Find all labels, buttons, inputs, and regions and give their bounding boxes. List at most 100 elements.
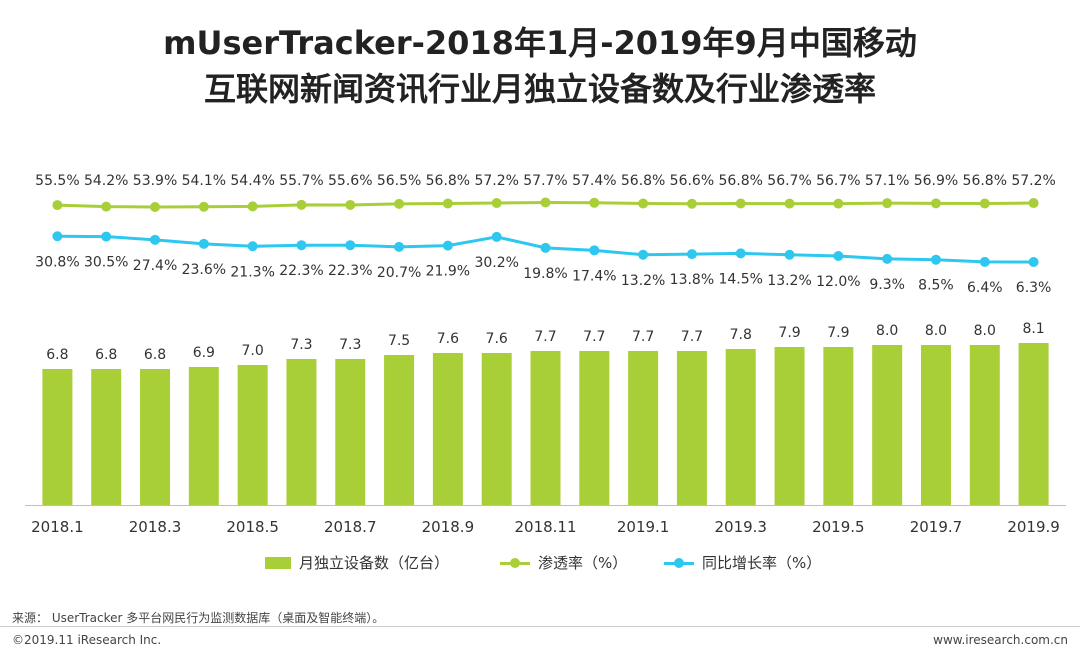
bar-2019.7 [920, 345, 951, 505]
bar-2018.7 [335, 359, 366, 505]
penetration-label-2018.10: 57.2% [474, 173, 518, 189]
x-tick-2018.9: 2018.9 [422, 518, 475, 536]
chart-title-line2: 互联网新闻资讯行业月独立设备数及行业渗透率 [203, 70, 876, 108]
penetration-label-2019.3: 56.8% [718, 173, 762, 189]
bar-label-2018.9: 7.6 [437, 331, 459, 347]
penetration-label-2018.12: 57.4% [572, 173, 616, 189]
growth-label-2019.6: 9.3% [869, 277, 905, 293]
growth-label-2018.11: 19.8% [523, 266, 567, 282]
penetration-point-2018.5 [247, 201, 258, 212]
x-tick-2019.5: 2019.5 [812, 518, 865, 536]
penetration-label-2019.6: 57.1% [865, 173, 909, 189]
penetration-label-2018.1: 55.5% [35, 173, 79, 189]
growth-point-2019.1 [638, 249, 649, 260]
growth-point-2019.2 [686, 249, 697, 260]
growth-label-2018.7: 22.3% [328, 263, 372, 279]
penetration-point-2018.6 [296, 199, 307, 210]
bar-label-2019.9: 8.1 [1022, 321, 1044, 337]
bar-label-2018.3: 6.8 [144, 347, 166, 363]
growth-label-2018.1: 30.8% [35, 254, 79, 270]
growth-point-2018.9 [442, 240, 453, 251]
bar-2019.4 [774, 347, 805, 505]
growth-label-2019.3: 14.5% [718, 271, 762, 287]
penetration-point-2018.2 [101, 201, 112, 212]
growth-point-2019.7 [930, 254, 941, 265]
bar-label-2018.2: 6.8 [95, 347, 117, 363]
growth-point-2018.2 [101, 231, 112, 242]
growth-point-2018.11 [540, 242, 551, 253]
penetration-point-2018.7 [345, 199, 356, 210]
x-tick-2019.1: 2019.1 [617, 518, 670, 536]
growth-label-2019.1: 13.2% [621, 273, 665, 289]
growth-label-2019.8: 6.4% [967, 280, 1003, 296]
penetration-label-2018.11: 57.7% [523, 173, 567, 189]
penetration-label-2019.5: 56.7% [816, 173, 860, 189]
growth-label-2018.3: 27.4% [133, 258, 177, 274]
source-note: 来源： UserTracker 多平台网民行为监测数据库（桌面及智能终端）。 [12, 611, 385, 625]
bar-2018.11 [530, 351, 561, 505]
bar-2018.10 [481, 353, 512, 505]
legend-penetration-swatch [500, 557, 530, 569]
bar-label-2018.12: 7.7 [583, 329, 605, 345]
bar-2018.5 [237, 365, 268, 505]
legend-item-devices: 月独立设备数（亿台） [265, 552, 449, 573]
bar-label-2019.8: 8.0 [974, 323, 996, 339]
bar-series [42, 343, 1049, 505]
growth-label-2018.10: 30.2% [474, 255, 518, 271]
bar-label-2019.7: 8.0 [925, 323, 947, 339]
penetration-label-2018.8: 56.5% [377, 173, 421, 189]
bar-label-2019.6: 8.0 [876, 323, 898, 339]
chart-title-line1: mUserTracker-2018年1月-2019年9月中国移动 [163, 24, 917, 62]
bar-label-2018.11: 7.7 [534, 329, 556, 345]
growth-point-2019.9 [1028, 257, 1039, 267]
growth-point-2019.4 [784, 249, 795, 260]
penetration-label-2018.3: 53.9% [133, 173, 177, 189]
penetration-point-2019.3 [735, 198, 746, 209]
bar-label-2018.1: 6.8 [46, 347, 68, 363]
combo-chart: 6.8 6.8 6.8 6.9 7.0 7.3 7.3 7.5 7.6 7.6 7.7 7.7 7.7 7… [25, 173, 1066, 536]
x-tick-2019.3: 2019.3 [714, 518, 767, 536]
penetration-point-2018.8 [394, 198, 405, 209]
legend: 月独立设备数（亿台） 渗透率（%） 同比增长率（%） [0, 552, 1080, 580]
bar-2018.9 [432, 353, 463, 505]
penetration-point-2019.1 [638, 198, 649, 209]
penetration-label-2019.4: 56.7% [767, 173, 811, 189]
growth-label-2018.12: 17.4% [572, 268, 616, 284]
penetration-point-2019.8 [979, 198, 990, 209]
growth-point-2018.1 [52, 231, 63, 242]
penetration-label-2018.7: 55.6% [328, 173, 372, 189]
bar-2019.1 [628, 351, 659, 505]
legend-label-penetration: 渗透率（%） [538, 554, 628, 572]
penetration-label-2019.9: 57.2% [1011, 173, 1055, 189]
bar-2018.6 [286, 359, 317, 505]
penetration-label-2018.9: 56.8% [426, 173, 470, 189]
penetration-label-2019.7: 56.9% [914, 173, 958, 189]
growth-point-2018.3 [150, 234, 161, 245]
growth-label-2018.8: 20.7% [377, 265, 421, 281]
growth-label-2018.2: 30.5% [84, 255, 128, 271]
bar-2018.8 [384, 355, 415, 505]
penetration-label-2018.5: 54.4% [230, 173, 274, 189]
penetration-label-2018.6: 55.7% [279, 173, 323, 189]
x-tick-2018.3: 2018.3 [129, 518, 182, 536]
x-tick-2018.7: 2018.7 [324, 518, 377, 536]
penetration-point-2019.7 [930, 198, 941, 209]
growth-point-2019.6 [882, 253, 893, 264]
penetration-point-2018.11 [540, 197, 551, 208]
bar-2019.8 [969, 345, 1000, 505]
penetration-point-2018.4 [198, 201, 209, 212]
growth-label-2019.9: 6.3% [1016, 280, 1052, 296]
penetration-point-2019.9 [1028, 198, 1039, 209]
penetration-point-2018.10 [491, 198, 502, 209]
growth-label-2019.2: 13.8% [670, 272, 714, 288]
legend-bar-swatch [265, 556, 291, 569]
growth-point-2018.8 [394, 241, 405, 252]
penetration-point-2019.2 [686, 198, 697, 209]
growth-series: 30.8% 30.5% 27.4% 23.6% 21.3% 22.3% 22.3% 20.7%… [35, 231, 1051, 296]
penetration-label-2018.4: 54.1% [182, 173, 226, 189]
bar-label-2019.1: 7.7 [632, 329, 654, 345]
growth-label-2019.4: 13.2% [767, 273, 811, 289]
x-tick-2019.7: 2019.7 [910, 518, 963, 536]
bar-label-2019.3: 7.8 [730, 327, 752, 343]
x-tick-2018.5: 2018.5 [226, 518, 279, 536]
